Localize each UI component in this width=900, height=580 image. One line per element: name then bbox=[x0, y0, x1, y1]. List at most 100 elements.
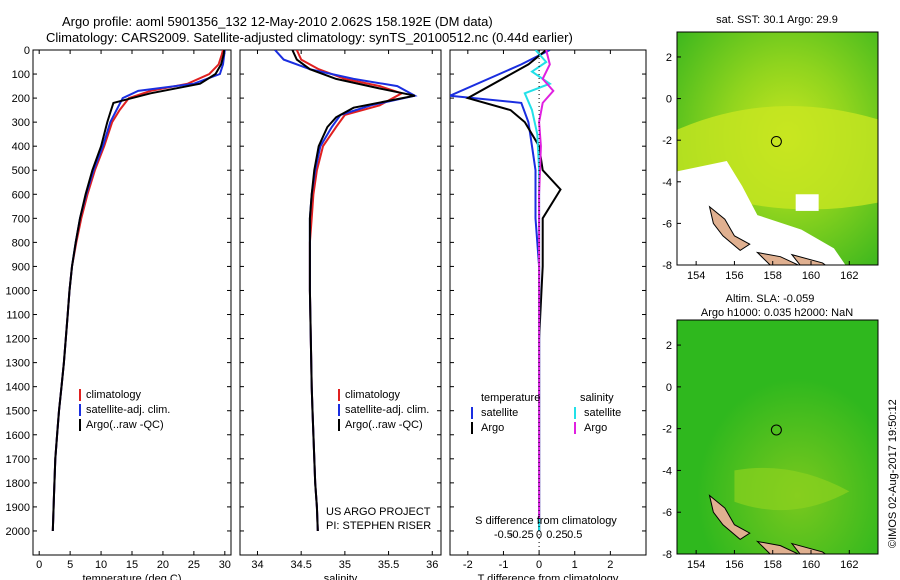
y-tick-label: 500 bbox=[12, 165, 30, 177]
y-tick-label: 700 bbox=[12, 213, 30, 225]
sla-high bbox=[734, 467, 850, 511]
lat-tick-label: 2 bbox=[666, 52, 672, 64]
lat-tick-label: -4 bbox=[662, 177, 672, 189]
s-tick-label: -0.5 bbox=[494, 529, 513, 541]
x-tick-label: 15 bbox=[126, 559, 138, 571]
x-tick-label: 5 bbox=[67, 559, 73, 571]
land-solomons bbox=[755, 251, 800, 265]
y-tick-label: 1900 bbox=[6, 502, 30, 514]
legend-entry: Argo(..raw -QC) bbox=[345, 419, 423, 431]
y-tick-label: 0 bbox=[24, 45, 30, 57]
legend-entry: satellite bbox=[584, 407, 621, 419]
x-tick-label: 0 bbox=[536, 559, 542, 571]
lon-tick-label: 158 bbox=[764, 270, 782, 282]
s-axis-label: S difference from climatology bbox=[475, 515, 617, 527]
x-axis-label: temperature (deg C) bbox=[82, 573, 181, 580]
lon-tick-label: 156 bbox=[725, 559, 743, 571]
sst-map-title: sat. SST: 30.1 Argo: 29.9 bbox=[716, 14, 838, 26]
lat-tick-label: 2 bbox=[666, 340, 672, 352]
land-bougainville bbox=[708, 205, 751, 252]
y-tick-label: 1400 bbox=[6, 382, 30, 394]
y-tick-label: 1600 bbox=[6, 430, 30, 442]
lat-tick-label: -4 bbox=[662, 465, 672, 477]
y-tick-label: 600 bbox=[12, 189, 30, 201]
series-group bbox=[51, 50, 226, 532]
series-group bbox=[274, 50, 418, 532]
s-tick-label: 0.25 bbox=[546, 529, 567, 541]
salinity-panel: 34 34.5 35 35.5 36 salinity climatology satelli… bbox=[239, 49, 442, 580]
plot-frame bbox=[239, 49, 442, 556]
lat-tick-label: -2 bbox=[662, 135, 672, 147]
lon-tick-label: 154 bbox=[687, 559, 705, 571]
x-tick-label: 25 bbox=[188, 559, 200, 571]
y-tick-label: 1300 bbox=[6, 358, 30, 370]
legend-entry: climatology bbox=[345, 389, 401, 401]
lon-tick-label: 154 bbox=[687, 270, 705, 282]
y-tick-label: 400 bbox=[12, 141, 30, 153]
y-tick-label: 1800 bbox=[6, 478, 30, 490]
lon-tick-label: 160 bbox=[802, 559, 820, 571]
legend-entry: Argo bbox=[584, 422, 607, 434]
y-tick-label: 1100 bbox=[6, 310, 30, 322]
map-background bbox=[677, 320, 878, 554]
lon-tick-label: 160 bbox=[802, 270, 820, 282]
x-tick-label: -1 bbox=[499, 559, 509, 571]
y-tick-label: 1200 bbox=[6, 334, 30, 346]
float-position-marker bbox=[770, 135, 782, 147]
series-line-argo-raw-qc- bbox=[51, 50, 226, 532]
lat-tick-label: 0 bbox=[666, 382, 672, 394]
x-tick-label: 35.5 bbox=[378, 559, 399, 571]
lat-tick-label: -2 bbox=[662, 424, 672, 436]
s-tick-label: -0.25 bbox=[509, 529, 534, 541]
title-line-2: Climatology: CARS2009. Satellite-adjuste… bbox=[46, 30, 573, 45]
sst-map: 154 156 158 160 162 2 0 -2 -4 -6 -8 sat. SST: 30.1 … bbox=[662, 14, 879, 282]
land-santa-isabel bbox=[790, 542, 827, 554]
y-tick-label: 200 bbox=[12, 93, 30, 105]
x-tick-label: 10 bbox=[95, 559, 107, 571]
plot-frame bbox=[32, 49, 232, 556]
lat-tick-label: -6 bbox=[662, 507, 672, 519]
legend-entry: satellite bbox=[481, 407, 518, 419]
float-position-marker bbox=[770, 424, 782, 436]
legend-entry: satellite-adj. clim. bbox=[345, 404, 429, 416]
map-frame bbox=[676, 31, 879, 266]
lon-tick-label: 156 bbox=[725, 270, 743, 282]
x-tick-label: 0 bbox=[36, 559, 42, 571]
y-tick-label: 2000 bbox=[6, 526, 30, 538]
map-frame bbox=[676, 319, 879, 555]
lat-tick-label: -8 bbox=[662, 260, 672, 272]
y-tick-label: 1000 bbox=[6, 285, 30, 297]
y-tick-label: 300 bbox=[12, 117, 30, 129]
x-tick-label: 36 bbox=[426, 559, 438, 571]
x-tick-label: 35 bbox=[339, 559, 351, 571]
map-field bbox=[677, 320, 878, 554]
x-tick-label: 34 bbox=[251, 559, 263, 571]
sla-map: 154 156 158 160 162 2 0 -2 -4 -6 -8 Altim. SLA: -0.… bbox=[662, 293, 879, 571]
s-tick-label: 0 bbox=[536, 529, 542, 541]
lat-tick-label: -6 bbox=[662, 218, 672, 230]
x-tick-label: -2 bbox=[463, 559, 473, 571]
x-axis-label: salinity bbox=[324, 573, 358, 580]
x-tick-label: 30 bbox=[219, 559, 231, 571]
difference-panel: -2 -1 0 1 2 T difference from climatology -0.5… bbox=[449, 49, 647, 580]
x-tick-label: 1 bbox=[572, 559, 578, 571]
legend-entry: satellite-adj. clim. bbox=[86, 404, 170, 416]
lat-tick-label: 0 bbox=[666, 94, 672, 106]
y-tick-label: 1700 bbox=[6, 454, 30, 466]
legend-entry: climatology bbox=[86, 389, 142, 401]
legend-header-temperature: temperature bbox=[481, 392, 540, 404]
legend-header-salinity: salinity bbox=[580, 392, 614, 404]
title-line-1: Argo profile: aoml 5901356_132 12-May-20… bbox=[62, 14, 493, 29]
x-tick-label: 34.5 bbox=[290, 559, 311, 571]
project-label: US ARGO PROJECT bbox=[326, 506, 431, 518]
temperature-panel: 0100200300400500600700800900100011001200… bbox=[6, 45, 232, 580]
x-tick-label: 20 bbox=[157, 559, 169, 571]
lon-tick-label: 162 bbox=[840, 270, 858, 282]
x-axis-label: T difference from climatology bbox=[478, 573, 619, 580]
y-tick-label: 900 bbox=[12, 261, 30, 273]
imos-stamp: ©IMOS 02-Aug-2017 19:50:12 bbox=[887, 399, 899, 548]
no-data-region bbox=[677, 160, 846, 265]
lat-tick-label: -8 bbox=[662, 549, 672, 561]
s-tick-label: 0.5 bbox=[567, 529, 582, 541]
y-tick-label: 1500 bbox=[6, 406, 30, 418]
